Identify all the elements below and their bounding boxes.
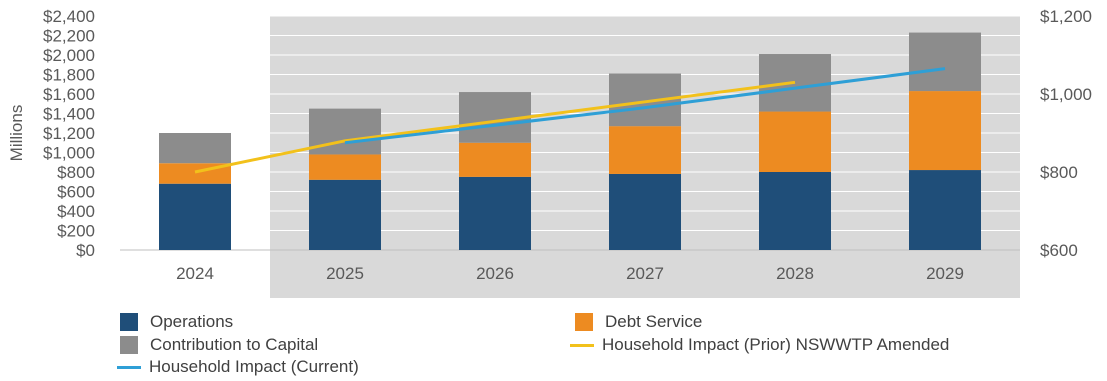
y-tick-label: $800 [57,163,95,182]
legend-label-household-current: Household Impact (Current) [149,357,359,376]
legend-label-operations: Operations [150,312,234,331]
y-tick-label: $400 [57,202,95,221]
legend-item-operations: Operations [120,312,233,332]
line-household-impact-prior-nswwtp-amended [194,80,796,174]
bar-operations [759,172,831,250]
legend-swatch-household-current [117,365,141,369]
chart: $0$200$400$600$800$1,000$1,200$1,400$1,6… [7,7,1092,298]
bar-debt-service [909,91,981,171]
x-tick-label: 2028 [776,264,814,283]
bar-contribution-to-capital [309,108,381,155]
y-tick-label: $2,200 [43,27,95,46]
bar-contribution-to-capital [159,133,231,164]
y2-tick-label: $600 [1040,241,1078,260]
y-tick-label: $2,000 [43,46,95,65]
x-tick-label: 2024 [176,264,214,283]
bar-debt-service [759,111,831,172]
legend-item-debt-service: Debt Service [575,312,702,332]
bar-debt-service [459,142,531,177]
x-tick-label: 2025 [326,264,364,283]
legend-label-debt-service: Debt Service [605,312,703,331]
y-tick-label: $1,800 [43,66,95,85]
y-tick-label: $1,200 [43,124,95,143]
y-tick-label: $1,000 [43,144,95,163]
bar-contribution-to-capital [909,32,981,92]
y-tick-label: $2,400 [43,7,95,26]
legend-swatch-operations [120,313,138,331]
y-tick-label: $0 [76,241,95,260]
legend-label-household-prior: Household Impact (Prior) NSWWTP Amended [602,335,950,354]
legend-label-contribution: Contribution to Capital [150,335,319,354]
y2-tick-label: $1,000 [1040,85,1092,104]
bar-operations [609,173,681,250]
line-household-impact-current- [344,67,946,145]
legend-item-contribution: Contribution to Capital [120,335,318,355]
legend-swatch-household-prior [570,343,594,347]
x-tick-label: 2027 [626,264,664,283]
bar-debt-service [309,154,381,180]
y-tick-label: $1,600 [43,85,95,104]
bar-operations [159,183,231,250]
y-tick-label: $600 [57,183,95,202]
bar-operations [909,170,981,250]
legend-item-household-current: Household Impact (Current) [117,357,359,377]
y2-tick-label: $1,200 [1040,7,1092,26]
y-axis-title: Millions [7,105,26,162]
bar-debt-service [609,126,681,174]
legend-swatch-contribution [120,336,138,354]
y-tick-label: $200 [57,222,95,241]
x-tick-label: 2026 [476,264,514,283]
y2-tick-label: $800 [1040,163,1078,182]
bar-operations [309,179,381,250]
bar-operations [459,176,531,250]
x-tick-label: 2029 [926,264,964,283]
y-tick-label: $1,400 [43,105,95,124]
legend-item-household-prior: Household Impact (Prior) NSWWTP Amended [570,335,949,355]
legend-swatch-debt-service [575,313,593,331]
